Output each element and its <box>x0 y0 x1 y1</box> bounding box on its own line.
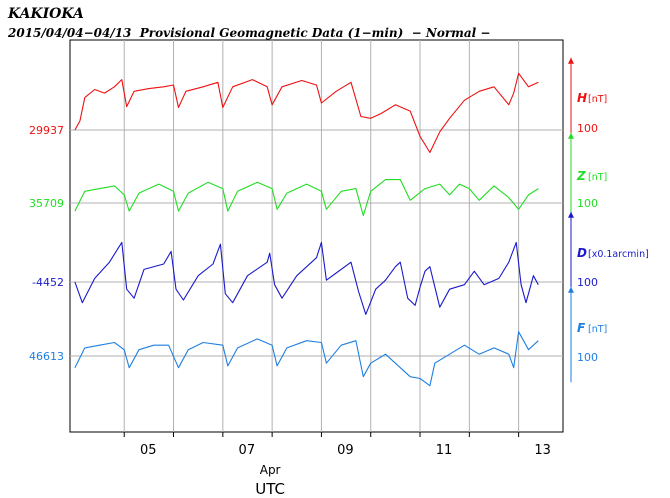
scale-arrow-icon <box>568 211 574 218</box>
series-unit-z: [nT] <box>588 172 607 183</box>
scale-label-h: 100 <box>577 122 598 135</box>
trace-h <box>74 72 539 154</box>
scale-label-d: 100 <box>577 276 598 289</box>
x-tick-label: 05 <box>140 443 157 458</box>
scale-arrow-icon <box>568 57 574 64</box>
series-name-h: H <box>577 91 587 105</box>
baseline-label-f: 46613 <box>29 350 64 363</box>
chart-subtitle: 2015/04/04−04/13 Provisional Geomagnetic… <box>8 26 491 40</box>
series-unit-f: [nT] <box>588 324 607 335</box>
series-name-f: F <box>577 321 586 335</box>
series-unit-d: [x0.1arcmin] <box>588 249 649 260</box>
baseline-label-z: 35709 <box>29 197 64 210</box>
series-unit-h: [nT] <box>588 94 607 105</box>
trace-f <box>74 331 539 387</box>
x-month-label: Apr <box>260 463 281 477</box>
x-tick-label: 11 <box>436 443 453 458</box>
series-name-d: D <box>577 246 587 260</box>
scale-arrow-icon <box>568 132 574 139</box>
trace-z <box>74 179 539 217</box>
x-tick-label: 07 <box>239 443 256 458</box>
scale-label-z: 100 <box>577 197 598 210</box>
baseline-label-d: -4452 <box>32 276 64 289</box>
series-name-z: Z <box>576 169 586 183</box>
x-tick-label: 09 <box>337 443 354 458</box>
x-axis-label: UTC <box>255 480 285 498</box>
scale-arrow-icon <box>568 286 574 293</box>
station-title: KAKIOKA <box>8 6 84 22</box>
plot-frame <box>69 39 564 433</box>
scale-label-f: 100 <box>577 351 598 364</box>
baseline-label-h: 29937 <box>29 124 64 137</box>
x-tick-label: 13 <box>534 443 551 458</box>
trace-d <box>74 241 539 315</box>
